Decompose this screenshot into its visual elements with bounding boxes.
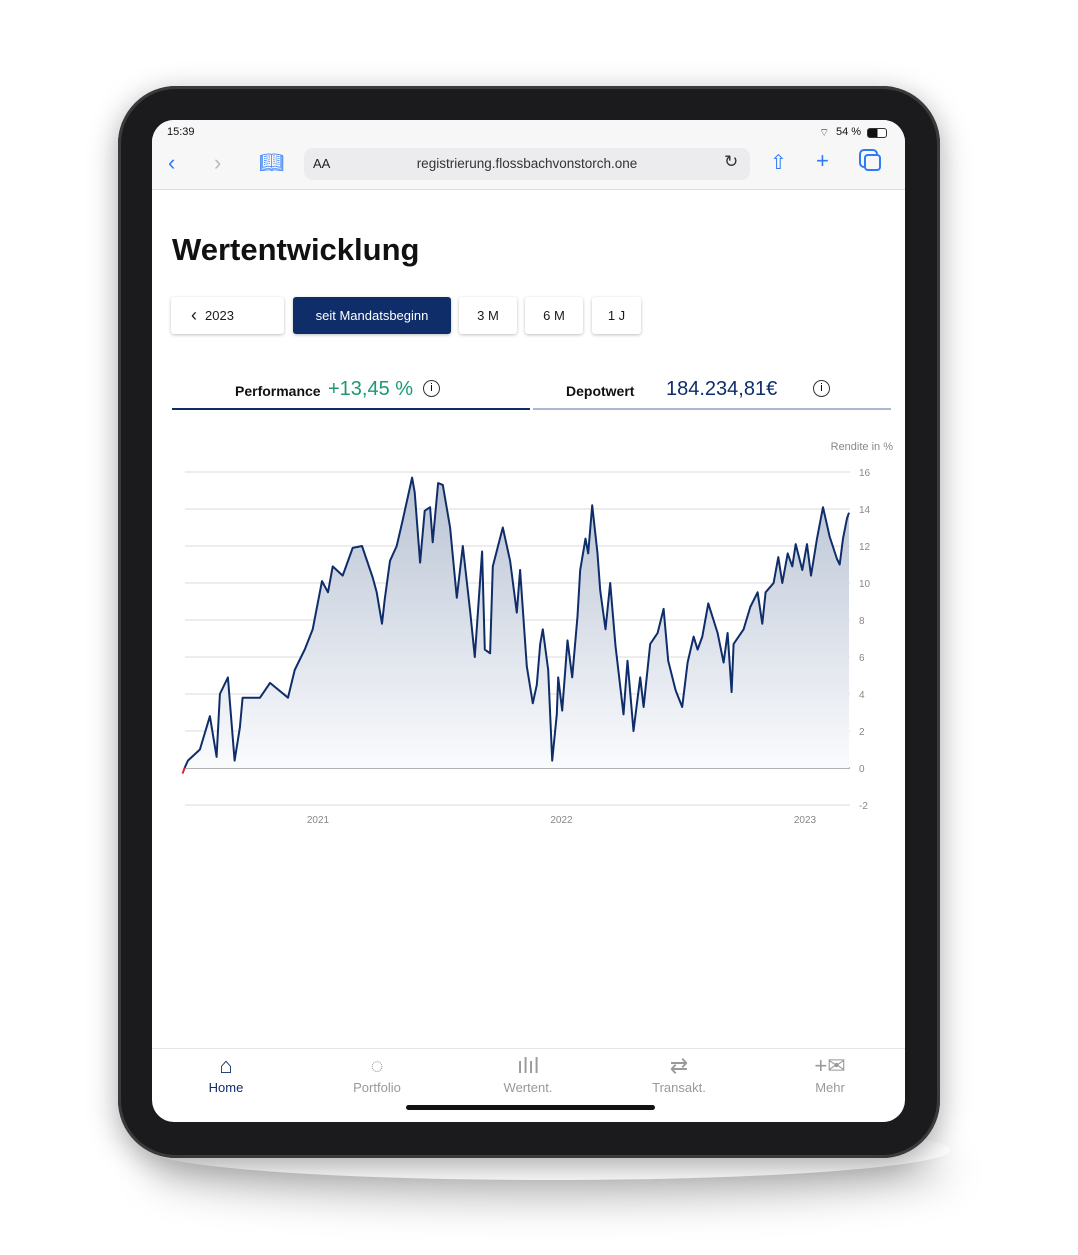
plus-mail-icon: +✉	[814, 1053, 846, 1078]
chevron-left-icon: ‹	[191, 305, 197, 325]
y-tick-label: 10	[859, 579, 871, 590]
bar-chart-icon: ılıl	[517, 1053, 539, 1078]
performance-label: Performance	[235, 383, 321, 399]
y-tick-label: 16	[859, 468, 871, 479]
home-icon: ⌂	[219, 1053, 233, 1078]
y-tick-label: -2	[859, 801, 868, 812]
period-6m[interactable]: 6 M	[525, 297, 583, 334]
y-tick-label: 2	[859, 727, 865, 738]
back-icon[interactable]: ‹	[168, 150, 176, 175]
y-axis-label: Rendite in %	[831, 441, 894, 453]
nav-item-wertent[interactable]: ılıl Wertent.	[468, 1052, 588, 1095]
nav-label: Wertent.	[503, 1080, 553, 1095]
reload-icon[interactable]: ↻	[724, 152, 739, 171]
tab-depotwert[interactable]: Depotwert 184.234,81€ i	[533, 370, 891, 410]
nav-label: Home	[208, 1080, 244, 1095]
nav-label: Transakt.	[652, 1080, 706, 1095]
previous-year-label: 2023	[205, 308, 234, 323]
y-tick-label: 0	[859, 764, 865, 775]
y-tick-label: 8	[859, 616, 865, 627]
home-indicator	[406, 1105, 655, 1110]
wifi-icon: ⌔	[819, 127, 830, 139]
text-size-button[interactable]: AA	[313, 156, 331, 171]
status-time: 15:39	[167, 126, 195, 138]
nav-label: Portfolio	[353, 1080, 401, 1095]
tab-performance[interactable]: Performance +13,45 % i	[172, 370, 530, 410]
bottom-nav-divider	[152, 1048, 905, 1049]
y-tick-label: 12	[859, 542, 871, 553]
y-tick-label: 4	[859, 690, 865, 701]
new-tab-icon[interactable]: +	[816, 148, 829, 173]
page-title: Wertentwicklung	[172, 232, 420, 267]
x-tick-label: 2021	[307, 815, 330, 826]
nav-item-mehr[interactable]: +✉ Mehr	[770, 1052, 890, 1095]
portfolio-icon: ◌	[370, 1053, 384, 1078]
transfer-icon: ⇄	[669, 1053, 689, 1078]
x-tick-label: 2022	[550, 815, 573, 826]
info-icon[interactable]: i	[813, 380, 830, 397]
depot-value: 184.234,81€	[666, 378, 778, 400]
previous-year-button[interactable]: ‹ 2023	[171, 297, 284, 334]
nav-label: Mehr	[815, 1080, 845, 1095]
negative-segment	[181, 767, 186, 774]
area-fill	[184, 477, 850, 768]
nav-item-home[interactable]: ⌂ Home	[166, 1052, 286, 1095]
url-text[interactable]: registrierung.flossbachvonstorch.one	[416, 156, 638, 171]
battery-level: 54 %	[836, 126, 862, 138]
x-tick-label: 2023	[794, 815, 817, 826]
y-tick-label: 14	[859, 505, 871, 516]
performance-value: +13,45 %	[328, 378, 414, 400]
share-icon[interactable]: ⇧	[770, 152, 787, 174]
performance-line	[183, 476, 850, 769]
battery-icon	[867, 128, 887, 138]
tabs-icon[interactable]	[864, 154, 881, 171]
nav-item-transakt[interactable]: ⇄ Transakt.	[619, 1052, 739, 1095]
y-tick-label: 6	[859, 653, 865, 664]
forward-icon[interactable]: ›	[214, 150, 222, 175]
bookmarks-icon[interactable]: 📖︎	[259, 152, 285, 174]
depot-label: Depotwert	[566, 383, 635, 399]
address-bar[interactable]: AA registrierung.flossbachvonstorch.one …	[304, 148, 750, 180]
period-1y[interactable]: 1 J	[592, 297, 641, 334]
period-since-start[interactable]: seit Mandatsbeginn	[293, 297, 451, 334]
period-3m[interactable]: 3 M	[459, 297, 517, 334]
nav-item-portfolio[interactable]: ◌ Portfolio	[317, 1052, 437, 1095]
info-icon[interactable]: i	[423, 380, 440, 397]
